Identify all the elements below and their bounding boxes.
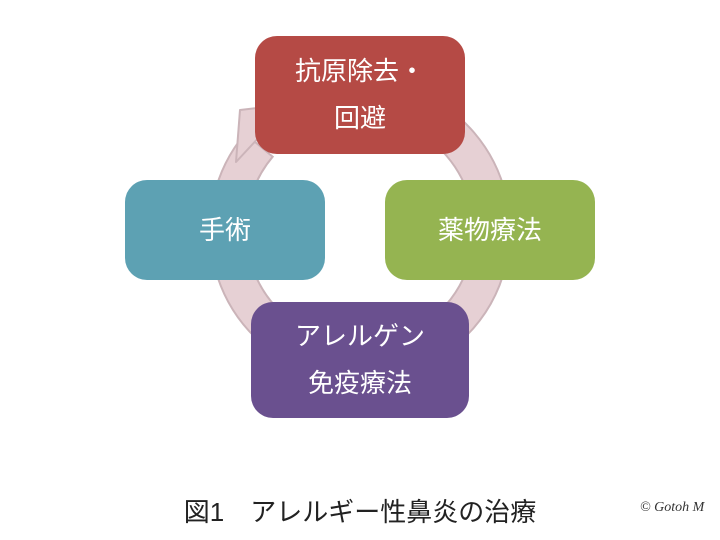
cycle-diagram: 抗原除去・ 回避 薬物療法 アレルゲン 免疫療法 手術 <box>0 0 720 460</box>
copyright: © Gotoh M <box>640 500 704 516</box>
node-right: 薬物療法 <box>385 180 595 280</box>
node-bottom: アレルゲン 免疫療法 <box>251 302 469 418</box>
node-left: 手術 <box>125 180 325 280</box>
node-top: 抗原除去・ 回避 <box>255 36 465 154</box>
figure-caption: 図1 アレルギー性鼻炎の治療 <box>0 492 720 529</box>
